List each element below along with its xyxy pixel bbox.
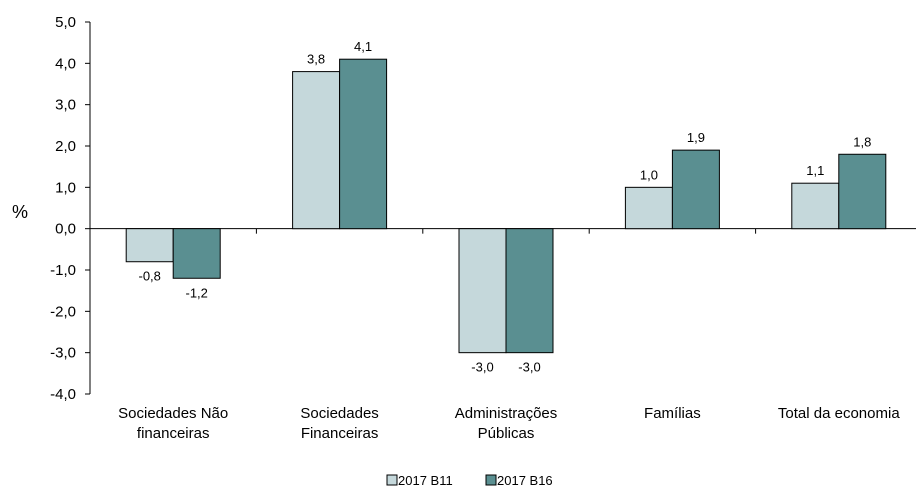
y-tick-label: 4,0 [55, 55, 76, 72]
bar [292, 71, 341, 230]
bar [791, 182, 840, 230]
x-category-label: Financeiras [301, 425, 379, 442]
bar [458, 228, 507, 354]
legend-swatch [386, 474, 398, 486]
data-label: 1,1 [806, 163, 824, 178]
y-tick-label: 1,0 [55, 179, 76, 196]
data-label: 1,0 [640, 167, 658, 182]
y-tick-label: -4,0 [50, 386, 76, 403]
legend: 2017 B11 2017 B16 [386, 473, 553, 487]
x-category-label: Sociedades Não [118, 405, 228, 422]
y-axis-label: % [12, 202, 28, 222]
y-tick-label: -1,0 [50, 262, 76, 279]
legend-label: 2017 B11 [398, 473, 453, 487]
legend-swatch [485, 474, 497, 486]
data-label: 4,1 [354, 39, 372, 54]
bars [125, 58, 887, 354]
x-category-label: financeiras [137, 425, 210, 442]
bar [624, 186, 673, 230]
y-tick-label: 0,0 [55, 221, 76, 238]
x-category-label: Administrações [455, 405, 558, 422]
data-label: 3,8 [307, 52, 325, 67]
x-category-label: Total da economia [778, 405, 900, 422]
legend-label: 2017 B16 [497, 473, 553, 487]
data-label: 1,9 [687, 130, 705, 145]
bar [838, 153, 887, 230]
y-tick-label: 3,0 [55, 97, 76, 114]
data-label: -0,8 [138, 269, 160, 284]
y-tick-label: -3,0 [50, 345, 76, 362]
bar [671, 149, 720, 230]
data-label: -3,0 [471, 360, 493, 375]
data-label: -3,0 [518, 360, 540, 375]
y-tick-label: -2,0 [50, 303, 76, 320]
data-label: -1,2 [185, 285, 207, 300]
bar [505, 228, 554, 354]
bar [339, 58, 388, 230]
y-tick-label: 2,0 [55, 138, 76, 155]
x-axis: Sociedades Não financeiras Sociedades Finan… [89, 228, 916, 442]
x-category-label: Sociedades [300, 405, 378, 422]
x-category-label: Públicas [478, 425, 535, 442]
data-label: 1,8 [853, 134, 871, 149]
y-tick-label: 5,0 [55, 14, 76, 31]
data-labels: -0,8 3,8 -3,0 1,0 1,1 -1,2 4,1 -3,0 1,9 1,8 [138, 39, 871, 374]
x-category-label: Famílias [644, 405, 701, 422]
y-axis: -4,0 -3,0 -2,0 -1,0 0,0 1,0 2,0 3,0 4,0 5,0 [50, 14, 91, 403]
bar [125, 228, 174, 263]
bar [172, 228, 221, 279]
